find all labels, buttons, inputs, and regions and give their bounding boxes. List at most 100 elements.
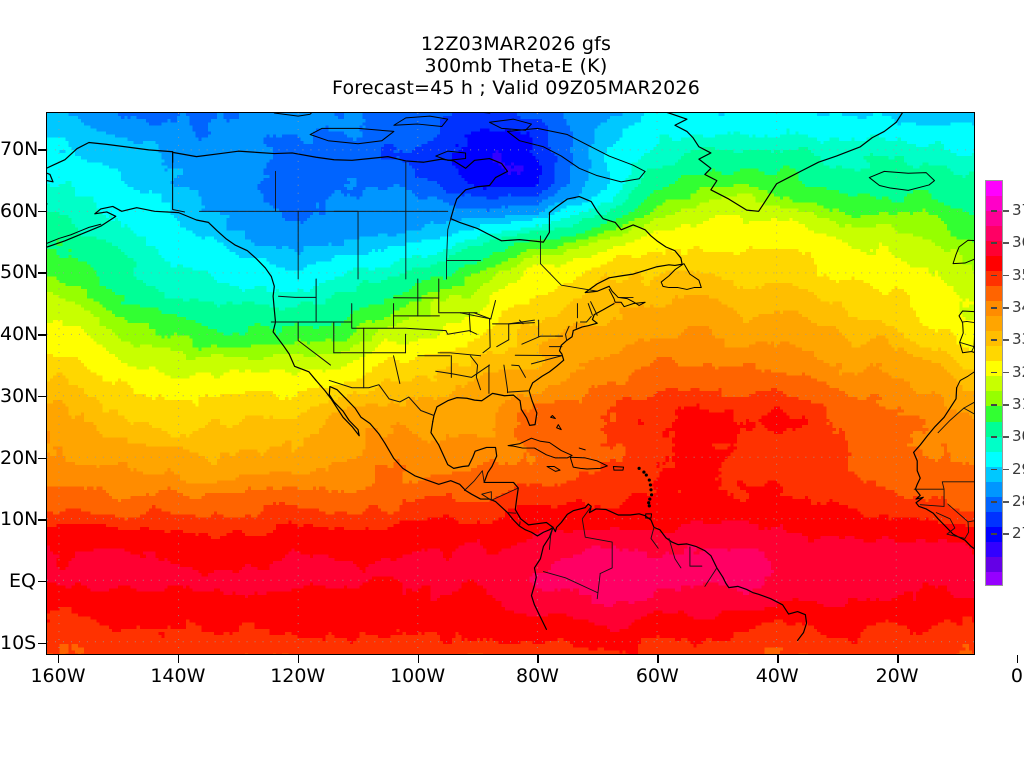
colorbar-band xyxy=(986,241,1002,257)
colorbar-tick-mark-inner xyxy=(991,210,997,212)
y-axis-tick-label-10n: 10N xyxy=(0,508,39,531)
theta-e-contour-fill xyxy=(47,113,974,654)
colorbar-band xyxy=(986,181,1002,197)
colorbar-tick-mark-inner xyxy=(991,404,997,406)
y-axis-tick-mark xyxy=(38,395,46,398)
x-axis-tick-mark xyxy=(537,655,539,663)
colorbar-gradient xyxy=(985,180,1003,586)
colorbar-band xyxy=(986,556,1002,572)
colorbar-band xyxy=(986,571,1002,585)
colorbar-band xyxy=(986,451,1002,467)
colorbar-tick-label-306: 306 xyxy=(1012,427,1024,446)
x-axis-tick-label-20w: 20W xyxy=(875,665,919,687)
colorbar-band xyxy=(986,481,1002,497)
colorbar-tick-mark-inner xyxy=(991,468,997,471)
y-axis-tick-label-10s: 10S xyxy=(0,631,37,654)
colorbar-tick-label-354: 354 xyxy=(1012,265,1024,284)
colorbar-tick-mark xyxy=(1003,339,1009,341)
colorbar-tick-mark xyxy=(1003,436,1009,438)
colorbar-band xyxy=(986,271,1002,287)
x-axis-tick-mark xyxy=(897,655,899,663)
colorbar-tick-mark xyxy=(1003,371,1009,374)
y-axis-tick-mark xyxy=(38,210,46,213)
x-axis-tick-label-40w: 40W xyxy=(755,665,799,687)
colorbar-band xyxy=(986,286,1002,302)
colorbar-tick-label-288: 288 xyxy=(1012,492,1024,511)
x-axis-tick-label-60w: 60W xyxy=(635,665,679,687)
colorbar-tick-label-315: 315 xyxy=(1012,395,1024,414)
y-axis-tick-mark xyxy=(38,519,46,521)
colorbar-tick-mark-inner xyxy=(991,371,997,374)
colorbar-band xyxy=(986,466,1002,482)
x-axis-tick-label-160w: 160W xyxy=(30,665,86,687)
coastline-layer xyxy=(47,113,974,642)
colorbar-tick-label-336: 336 xyxy=(1012,330,1024,349)
y-axis-tick-mark xyxy=(38,580,46,583)
y-axis-tick-mark xyxy=(38,457,46,460)
colorbar-tick-mark-inner xyxy=(991,436,997,438)
map-contour-canvas xyxy=(47,113,974,654)
colorbar-tick-label-327: 327 xyxy=(1012,362,1024,381)
map-plot-area xyxy=(46,112,975,655)
x-axis-tick-label-0: 0 xyxy=(1010,665,1023,687)
colorbar-tick-mark-inner xyxy=(991,339,997,341)
figure-title: 12Z03MAR2026 gfs 300mb Theta-E (K) Forec… xyxy=(0,33,1024,99)
colorbar-tick-mark xyxy=(1003,501,1009,503)
y-axis-tick-label-60n: 60N xyxy=(0,199,39,222)
colorbar-band xyxy=(986,226,1002,242)
colorbar-tick-mark xyxy=(1003,274,1009,277)
x-axis-tick-mark xyxy=(777,655,779,663)
y-axis-tick-label-40n: 40N xyxy=(0,323,39,346)
y-axis-tick-mark xyxy=(38,642,46,645)
colorbar-tick-label-276: 276 xyxy=(1012,524,1024,543)
colorbar-band xyxy=(986,376,1002,392)
colorbar-band xyxy=(986,301,1002,317)
colorbar-tick-mark xyxy=(1003,404,1009,406)
x-axis-tick-label-120w: 120W xyxy=(270,665,326,687)
x-axis-tick-mark xyxy=(297,655,300,663)
colorbar-tick-mark xyxy=(1003,242,1009,244)
colorbar-band xyxy=(986,331,1002,347)
colorbar-tick-mark xyxy=(1003,533,1009,535)
colorbar-band xyxy=(986,391,1002,407)
colorbar-band xyxy=(986,511,1002,527)
y-axis-tick-mark xyxy=(38,272,46,274)
colorbar-tick-mark-inner xyxy=(991,274,997,277)
colorbar-band xyxy=(986,406,1002,422)
x-axis-tick-mark xyxy=(57,655,60,663)
x-axis-tick-label-80w: 80W xyxy=(515,665,559,687)
title-line-forecast-valid: Forecast=45 h ; Valid 09Z05MAR2026 xyxy=(332,77,700,99)
colorbar-band xyxy=(986,316,1002,332)
colorbar: 375 366 354 345 336 327 315 306 297 288 276 xyxy=(985,180,1024,586)
colorbar-tick-mark xyxy=(1003,307,1009,309)
colorbar-band xyxy=(986,496,1002,512)
colorbar-band xyxy=(986,256,1002,272)
y-axis-tick-mark xyxy=(38,334,46,336)
colorbar-band xyxy=(986,541,1002,557)
colorbar-tick-mark-inner xyxy=(991,242,997,244)
colorbar-tick-mark-inner xyxy=(991,501,997,503)
y-axis-tick-label-70n: 70N xyxy=(0,138,39,161)
colorbar-band xyxy=(986,361,1002,377)
y-axis-tick-label-20n: 20N xyxy=(0,446,39,469)
x-axis-tick-mark xyxy=(1016,655,1019,663)
y-axis-tick-mark xyxy=(38,149,46,151)
colorbar-tick-label-375: 375 xyxy=(1012,201,1024,220)
colorbar-tick-label-297: 297 xyxy=(1012,459,1024,478)
colorbar-tick-mark-inner xyxy=(991,533,997,535)
y-axis-tick-label-eq: EQ xyxy=(9,569,36,592)
title-line-variable: 300mb Theta-E (K) xyxy=(424,55,608,77)
x-axis-tick-mark xyxy=(417,655,420,663)
y-axis-tick-label-50n: 50N xyxy=(0,261,39,284)
x-axis-tick-label-140w: 140W xyxy=(150,665,206,687)
colorbar-band xyxy=(986,346,1002,362)
colorbar-tick-label-345: 345 xyxy=(1012,298,1024,317)
title-line-model-init: 12Z03MAR2026 gfs xyxy=(420,33,612,55)
y-axis-tick-label-30n: 30N xyxy=(0,384,39,407)
colorbar-band xyxy=(986,421,1002,437)
colorbar-tick-mark xyxy=(1003,468,1009,471)
colorbar-tick-mark xyxy=(1003,210,1009,212)
colorbar-band xyxy=(986,211,1002,227)
x-axis-tick-mark xyxy=(657,655,659,663)
